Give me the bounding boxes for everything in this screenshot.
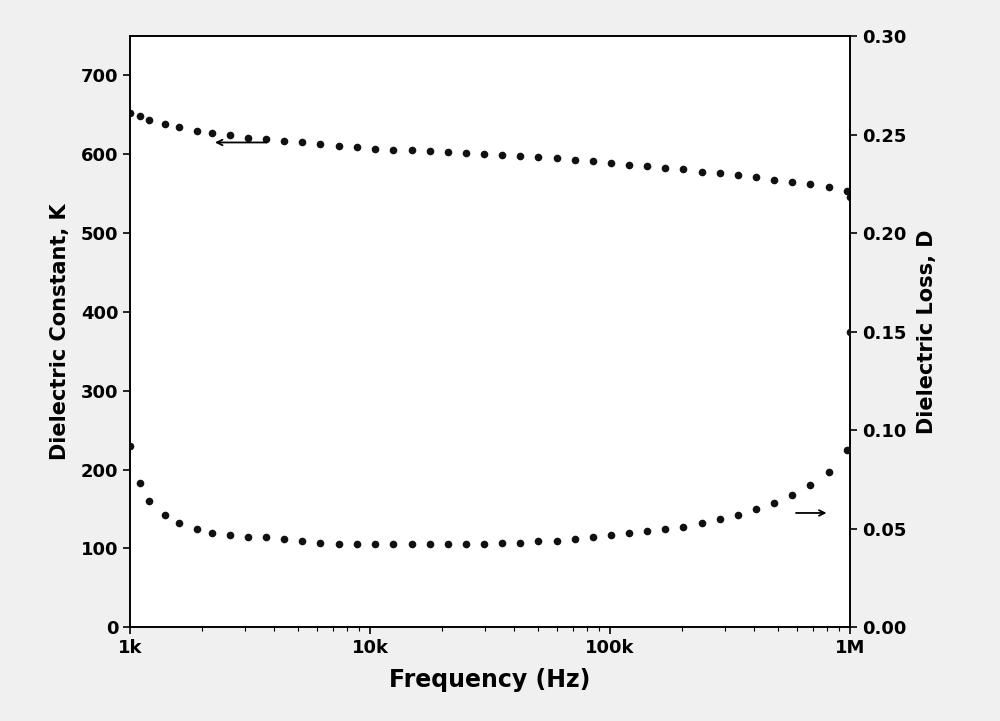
Y-axis label: Dielectric Loss, D: Dielectric Loss, D (917, 229, 937, 434)
X-axis label: Frequency (Hz): Frequency (Hz) (389, 668, 591, 692)
Y-axis label: Dielectric Constant, K: Dielectric Constant, K (50, 203, 70, 460)
